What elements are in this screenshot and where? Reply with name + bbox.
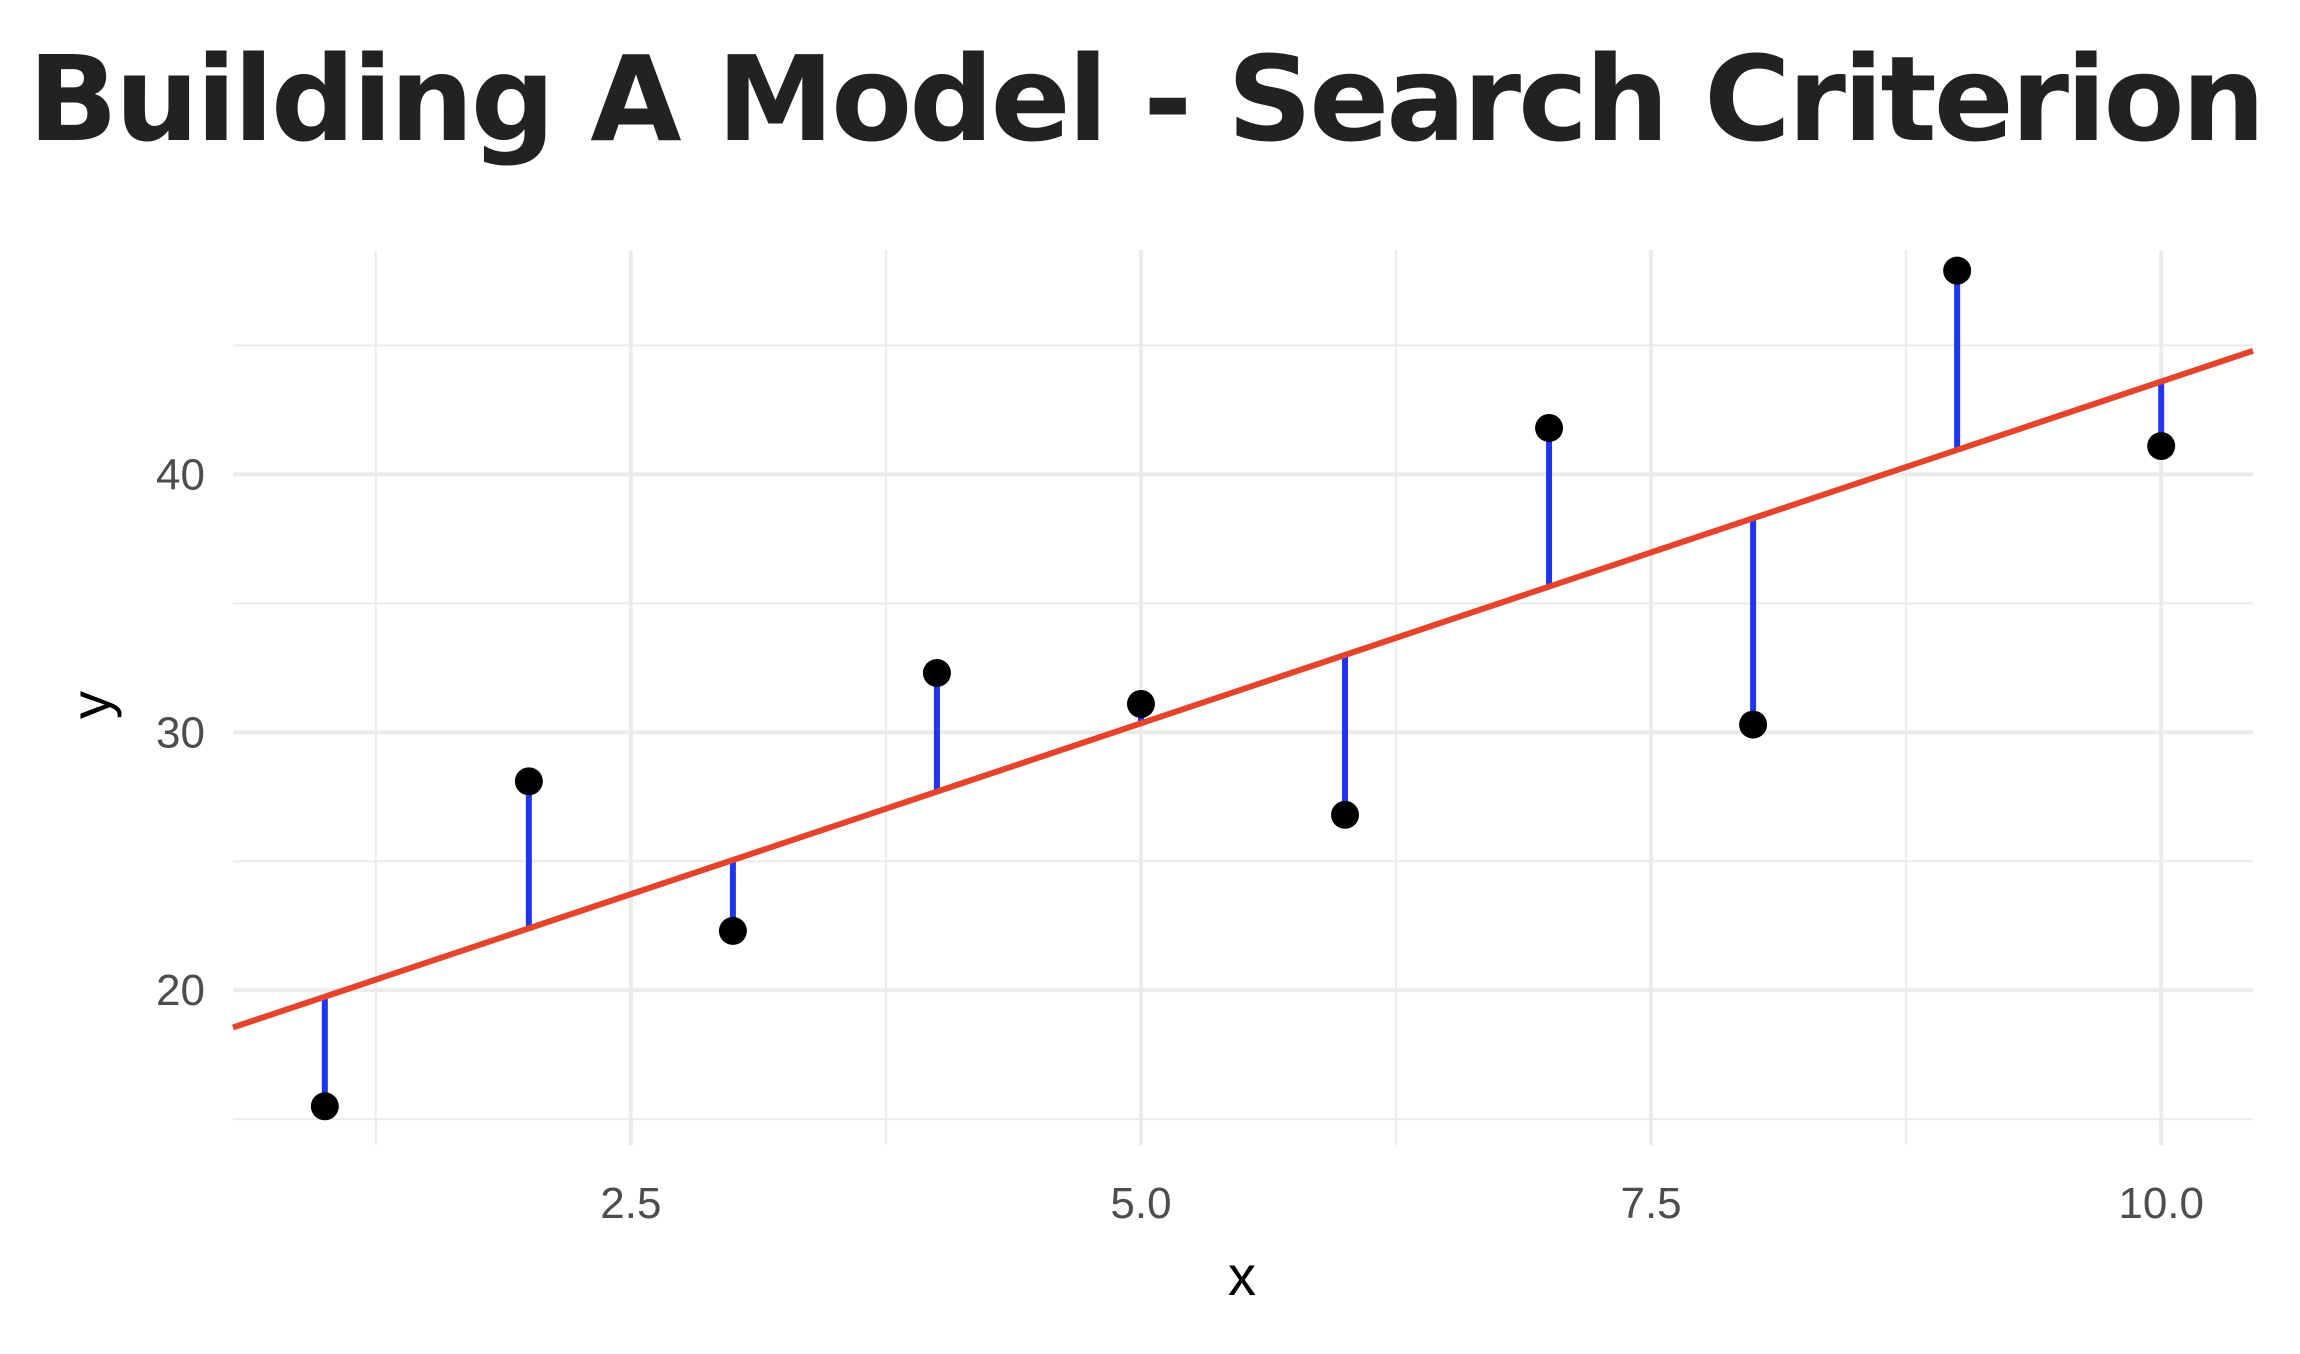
x-tick-label: 2.5 (600, 1179, 661, 1228)
fit-line (232, 347, 2254, 1031)
data-point (1331, 800, 1360, 829)
chart-title: Building A Model - Search Criterion (28, 30, 2266, 168)
x-axis-label: x (1228, 1244, 1256, 1307)
y-tick-label: 20 (156, 966, 205, 1015)
x-tick-label: 7.5 (1620, 1179, 1681, 1228)
x-tick-label: 5.0 (1110, 1179, 1171, 1228)
data-point (310, 1092, 339, 1121)
data-point (2147, 432, 2176, 461)
y-tick-label: 30 (156, 708, 205, 757)
y-tick-labels: 20 30 40 (156, 450, 205, 1015)
data-point (1943, 256, 1972, 285)
data-point (1126, 689, 1155, 718)
data-point (1739, 710, 1768, 739)
y-axis-label: y (59, 691, 122, 719)
residual-lines (321, 270, 2165, 1107)
y-tick-label: 40 (156, 450, 205, 499)
data-point (922, 658, 951, 687)
x-tick-labels: 2.5 5.0 7.5 10.0 (600, 1179, 2204, 1228)
data-points (310, 256, 2176, 1121)
x-tick-label: 10.0 (2118, 1179, 2204, 1228)
data-point (514, 767, 543, 796)
grid-minor (233, 250, 2253, 1145)
fit-line-group (232, 347, 2254, 1031)
grid-major (233, 250, 2253, 1145)
data-point (718, 916, 747, 945)
data-point (1535, 413, 1564, 442)
